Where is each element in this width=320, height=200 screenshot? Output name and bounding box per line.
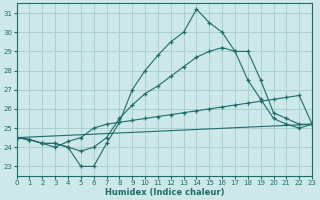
X-axis label: Humidex (Indice chaleur): Humidex (Indice chaleur) [105, 188, 224, 197]
